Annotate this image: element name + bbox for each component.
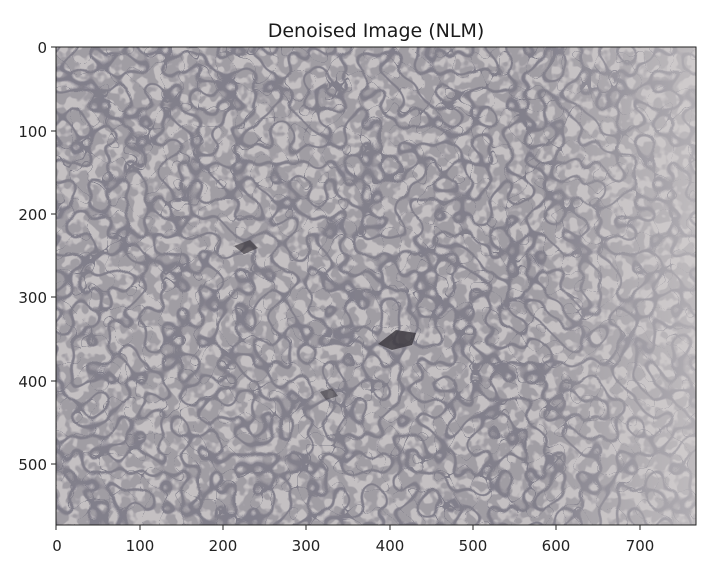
- x-tick-label: 200: [209, 537, 238, 555]
- x-tick-label: 500: [459, 537, 488, 555]
- micrograph-image: [56, 47, 696, 525]
- y-axis: 0 100 200 300 400 500: [18, 39, 56, 474]
- y-tick-label: 200: [18, 206, 47, 224]
- y-tick-label: 0: [37, 39, 47, 57]
- y-tick-label: 100: [18, 123, 47, 141]
- y-tick-label: 400: [18, 373, 47, 391]
- x-tick-label: 100: [126, 537, 155, 555]
- x-tick-label: 0: [52, 537, 62, 555]
- x-tick-label: 400: [376, 537, 405, 555]
- x-axis: 0 100 200 300 400 500 600 700: [52, 525, 654, 555]
- y-tick-label: 300: [18, 289, 47, 307]
- x-tick-label: 600: [542, 537, 571, 555]
- y-tick-label: 500: [18, 456, 47, 474]
- plot-title: Denoised Image (NLM): [268, 20, 485, 42]
- x-tick-label: 300: [292, 537, 321, 555]
- axes-frame: [55, 46, 697, 526]
- x-tick-label: 700: [626, 537, 655, 555]
